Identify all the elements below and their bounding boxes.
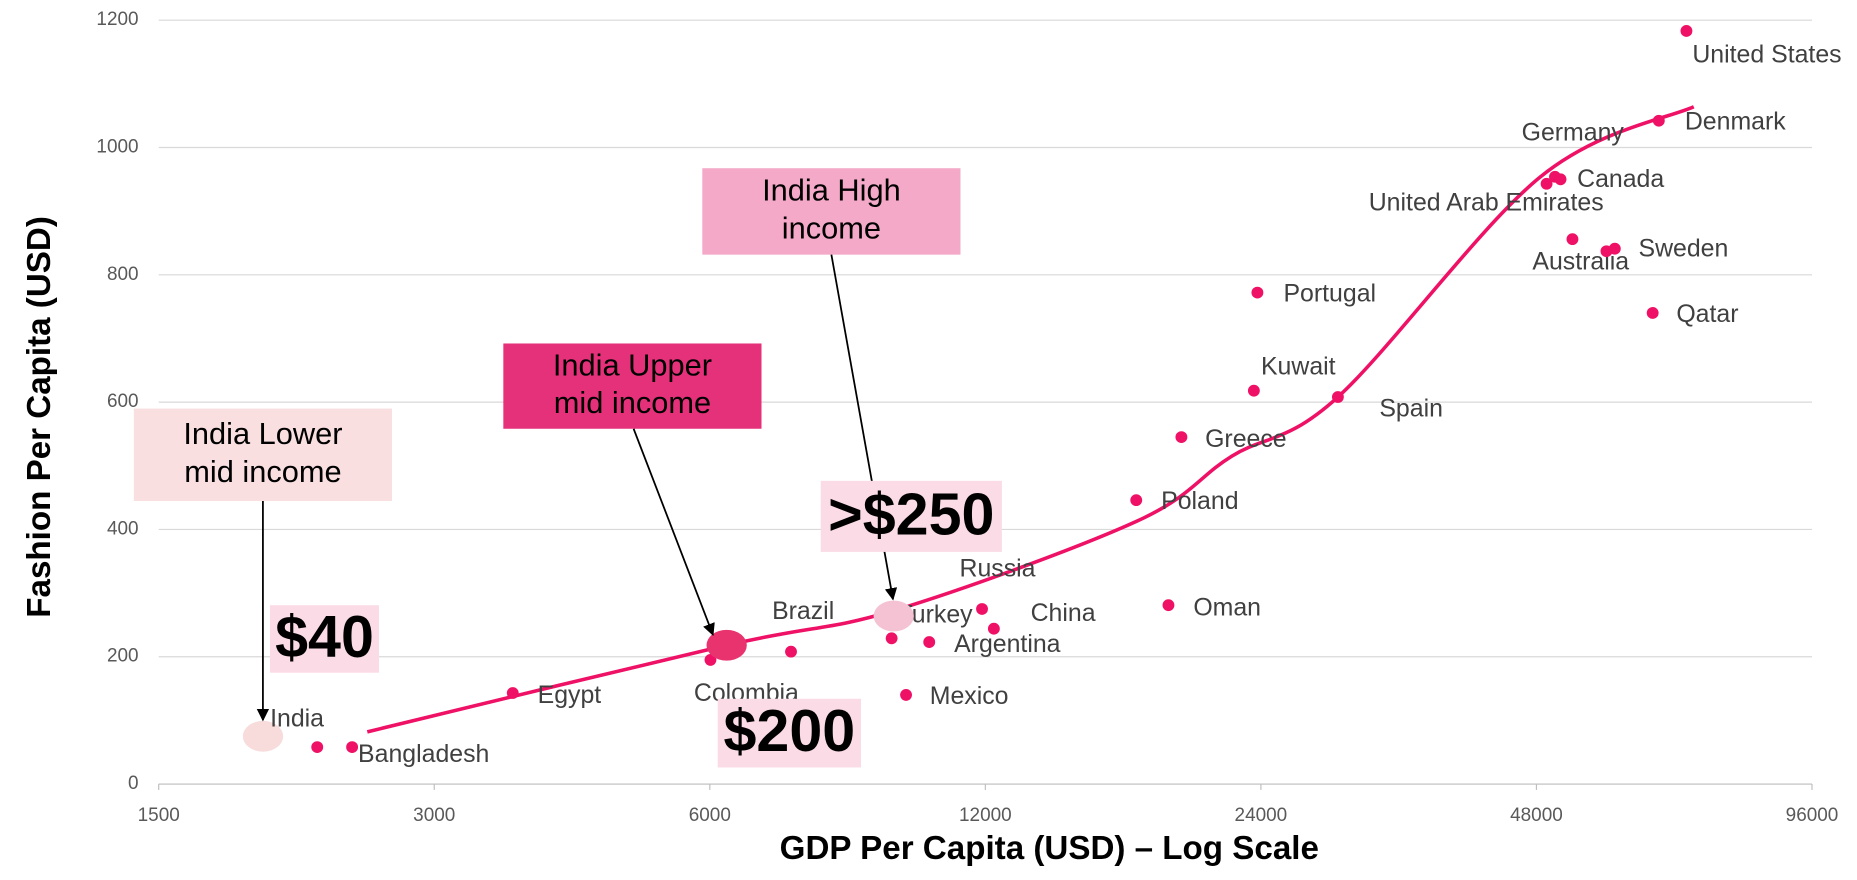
y-tick-label: 800 (107, 264, 139, 285)
point-label: Brazil (772, 597, 834, 625)
price-label: $40 (275, 603, 374, 670)
point-label: Denmark (1685, 108, 1786, 136)
annotation-box (503, 343, 762, 429)
point-label: India (270, 704, 324, 732)
point (1251, 286, 1264, 299)
annotation-text: India Upper (553, 347, 712, 382)
y-tick-label: 1200 (96, 9, 138, 30)
point-label: United Arab Emirates (1369, 188, 1604, 216)
point (311, 741, 324, 754)
point-label: Bangladesh (358, 740, 489, 768)
point-label: Sweden (1639, 234, 1729, 262)
point-label: Poland (1161, 487, 1238, 515)
y-tick-label: 400 (107, 518, 139, 539)
y-tick-label: 600 (107, 391, 139, 412)
point-label: United States (1692, 40, 1841, 68)
price-label: $200 (723, 697, 855, 764)
point (885, 632, 898, 645)
annotation-text: India High (762, 173, 901, 208)
point (1554, 173, 1567, 186)
point-label: Canada (1577, 165, 1664, 193)
price-label: >$250 (828, 480, 994, 547)
point (923, 636, 936, 649)
annotation-arrow (632, 428, 715, 636)
point (346, 741, 359, 754)
highlight-point (706, 629, 747, 661)
point-label: Spain (1379, 395, 1443, 423)
point-label: Portugal (1283, 280, 1376, 308)
annotation-text: income (782, 211, 881, 246)
annotation-box (133, 408, 393, 501)
point (704, 653, 717, 666)
annotation-text: India Lower (183, 416, 342, 451)
point (1130, 494, 1143, 507)
price-box (820, 480, 1002, 552)
y-axis-title: Fashion Per Capita (USD) (21, 216, 58, 618)
point-label: Oman (1193, 593, 1261, 621)
point-label: Russia (960, 554, 1036, 582)
point (1608, 242, 1621, 255)
x-tick-label: 3000 (413, 805, 455, 826)
point-label: Greece (1205, 425, 1287, 453)
point (1331, 391, 1344, 403)
grid: 0 200 400 600 800 1000 1200 1500 3000 6000 12000 24… (96, 9, 1838, 826)
annotation-box (702, 168, 961, 255)
y-tick-label: 0 (128, 773, 139, 794)
point (1566, 233, 1579, 246)
point (1540, 177, 1553, 190)
highlight-point (242, 720, 284, 752)
x-tick-label: 1500 (138, 805, 180, 826)
point-label: Germany (1522, 119, 1625, 147)
point-label: Mexico (930, 682, 1009, 710)
point (785, 645, 797, 658)
highlight-point (873, 600, 914, 632)
point-label: Argentina (954, 630, 1061, 658)
x-tick-label: 6000 (689, 805, 731, 826)
price-box (717, 698, 861, 768)
point (1162, 599, 1175, 612)
point (900, 689, 912, 701)
x-tick-label: 96000 (1786, 805, 1839, 826)
point-label: China (1031, 599, 1096, 627)
point (506, 687, 519, 699)
y-tick-label: 1000 (96, 136, 138, 157)
point (1680, 25, 1693, 37)
point-label: Qatar (1676, 300, 1738, 328)
x-tick-label: 48000 (1510, 805, 1563, 826)
annotation-text: mid income (554, 385, 711, 420)
point (1247, 384, 1260, 397)
point-label: Egypt (538, 681, 602, 709)
price-box (270, 605, 379, 673)
x-axis-title: GDP Per Capita (USD) – Log Scale (780, 830, 1319, 867)
y-tick-label: 200 (107, 646, 139, 667)
point (976, 603, 988, 615)
point (1652, 114, 1665, 127)
point (987, 622, 1000, 635)
point-label: Kuwait (1261, 353, 1336, 381)
annotation-text: mid income (184, 454, 341, 489)
x-tick-label: 24000 (1235, 805, 1288, 826)
x-tick-label: 12000 (959, 805, 1012, 826)
point (1175, 431, 1188, 444)
point (1646, 307, 1659, 319)
